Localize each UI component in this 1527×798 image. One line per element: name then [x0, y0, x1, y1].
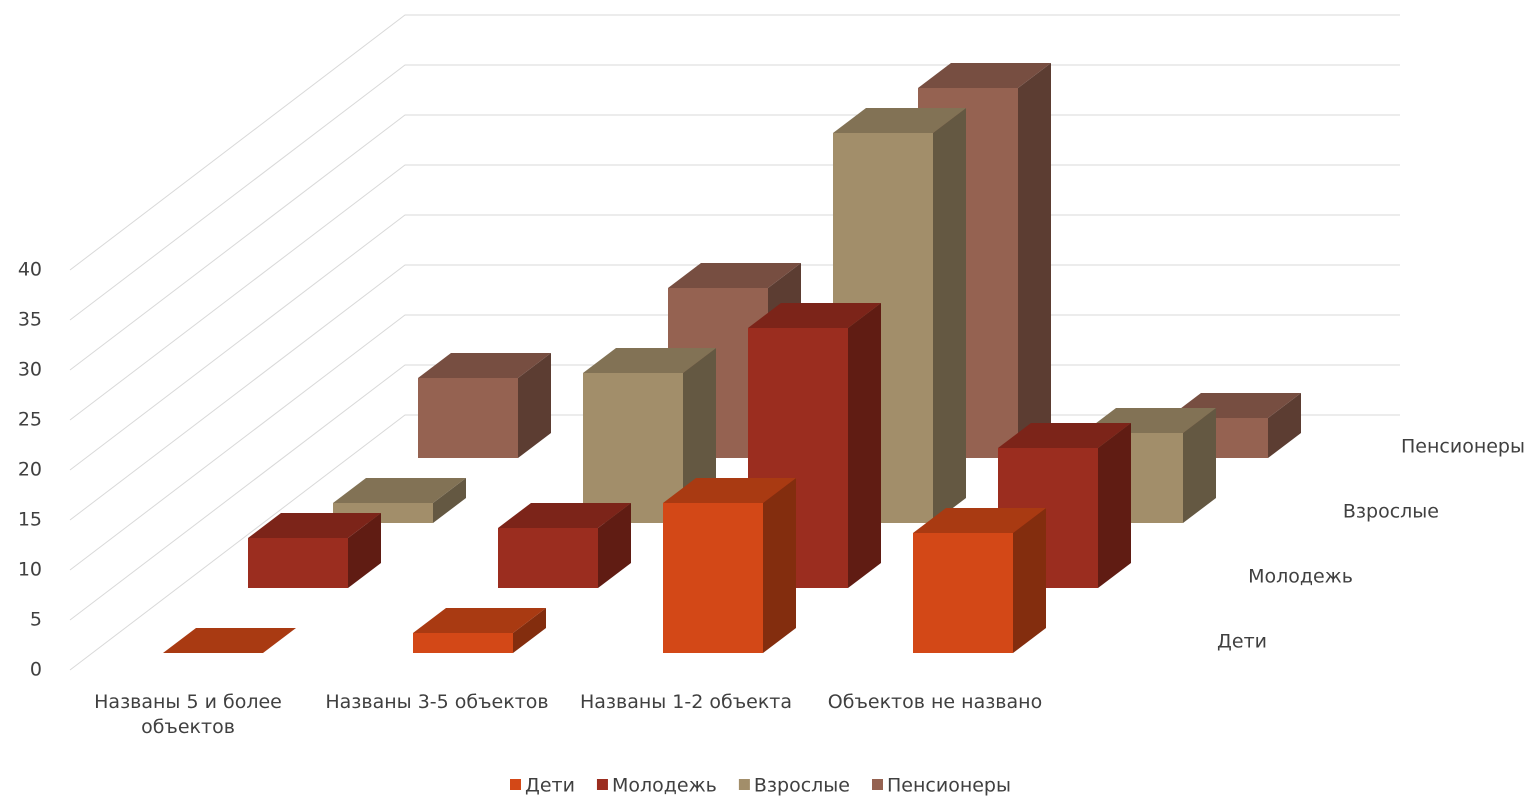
depth-label: Дети [1217, 631, 1267, 653]
depth-label: Пенсионеры [1401, 436, 1525, 458]
bar-side [1098, 423, 1131, 588]
depth-label: Взрослые [1343, 501, 1439, 523]
x-tick-label: Объектов не названо [827, 691, 1043, 713]
bar [248, 513, 381, 588]
bar [413, 608, 546, 653]
bar-top [833, 108, 966, 133]
grid-line [69, 414, 1400, 671]
y-tick-label: 10 [18, 559, 42, 581]
legend-swatch [738, 779, 750, 790]
bar [583, 348, 716, 523]
bar-side [433, 478, 466, 523]
grid-line [69, 114, 1400, 371]
bar-top [163, 628, 296, 653]
bar-top [333, 478, 466, 503]
bar-top [668, 263, 801, 288]
grid-line [69, 264, 1400, 521]
x-tick-label: Названы 1-2 объекта [579, 691, 793, 713]
bar-side [513, 608, 546, 653]
bar-side [1018, 63, 1051, 458]
bar [498, 503, 631, 588]
bar [663, 478, 796, 653]
y-tick-label: 35 [18, 309, 42, 331]
y-tick-label: 0 [30, 659, 42, 681]
bar-side [1268, 393, 1301, 458]
bar [418, 353, 551, 458]
y-tick-label: 30 [18, 359, 42, 381]
x-tick-label: Названы 5 и более объектов [94, 691, 282, 738]
bar-top [583, 348, 716, 373]
y-tick-label: 25 [18, 409, 42, 431]
grid-line [69, 314, 1400, 571]
legend-label: Пенсионеры [887, 775, 1011, 797]
y-tick-label: 20 [18, 459, 42, 481]
bar-top [248, 513, 381, 538]
bar-front [583, 373, 683, 523]
bar-side [848, 303, 881, 588]
bar [163, 628, 296, 653]
legend-swatch [596, 779, 608, 790]
bar-top [913, 508, 1046, 533]
bar-side [518, 353, 551, 458]
bar-top [418, 353, 551, 378]
bar-side [1183, 408, 1216, 523]
depth-label: Молодежь [1248, 566, 1353, 588]
bar-top [498, 503, 631, 528]
grid-line [69, 214, 1400, 471]
bar-top [663, 478, 796, 503]
bar-front [248, 538, 348, 588]
grid-line [69, 164, 1400, 421]
bar-side [933, 108, 966, 523]
bar-front [498, 528, 598, 588]
y-tick-label: 40 [18, 259, 42, 281]
bar-side [598, 503, 631, 588]
bar-top [748, 303, 881, 328]
legend-swatch [872, 779, 883, 790]
grid-line [69, 64, 1400, 321]
bar-top [998, 423, 1131, 448]
bar-top [413, 608, 546, 633]
legend-label: Взрослые [754, 775, 850, 797]
grid-line [69, 14, 1400, 271]
legend-label: Молодежь [612, 775, 717, 797]
bar-front [913, 533, 1013, 653]
legend: Дети Молодежь Взрослые Пенсионеры [510, 775, 1011, 797]
x-tick-label: Названы 3-5 объектов [325, 691, 549, 713]
bar-front [413, 633, 513, 653]
y-tick-label: 15 [18, 509, 42, 531]
bar-front [663, 503, 763, 653]
bar [913, 508, 1046, 653]
bar-side [1013, 508, 1046, 653]
bar-top [918, 63, 1051, 88]
legend-label: Дети [525, 775, 575, 797]
grid-line [69, 364, 1400, 621]
legend-swatch [510, 779, 521, 790]
bar-front [418, 378, 518, 458]
bar-side [763, 478, 796, 653]
y-tick-label: 5 [30, 609, 42, 631]
